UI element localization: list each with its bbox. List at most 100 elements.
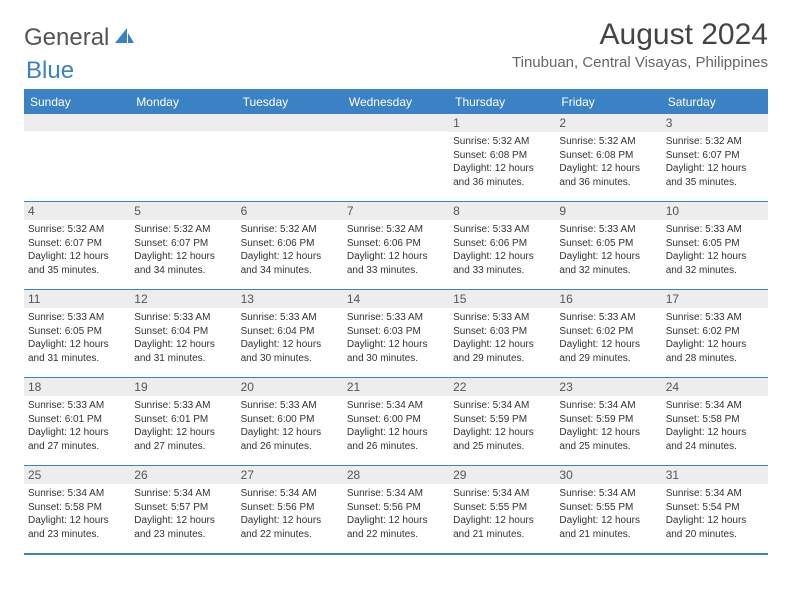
calendar-cell: 9Sunrise: 5:33 AMSunset: 6:05 PMDaylight… <box>555 202 661 290</box>
calendar-cell: 28Sunrise: 5:34 AMSunset: 5:56 PMDayligh… <box>343 466 449 554</box>
day-content: Sunrise: 5:32 AMSunset: 6:07 PMDaylight:… <box>662 132 768 191</box>
day-number: 19 <box>130 378 236 396</box>
calendar-cell: 5Sunrise: 5:32 AMSunset: 6:07 PMDaylight… <box>130 202 236 290</box>
calendar-row: 25Sunrise: 5:34 AMSunset: 5:58 PMDayligh… <box>24 466 768 554</box>
calendar-cell <box>24 114 130 202</box>
weekday-wednesday: Wednesday <box>343 90 449 114</box>
calendar-cell: 15Sunrise: 5:33 AMSunset: 6:03 PMDayligh… <box>449 290 555 378</box>
day-content: Sunrise: 5:33 AMSunset: 6:04 PMDaylight:… <box>237 308 343 367</box>
calendar-row: 1Sunrise: 5:32 AMSunset: 6:08 PMDaylight… <box>24 114 768 202</box>
day-content: Sunrise: 5:33 AMSunset: 6:01 PMDaylight:… <box>24 396 130 455</box>
day-number: 18 <box>24 378 130 396</box>
calendar-cell: 13Sunrise: 5:33 AMSunset: 6:04 PMDayligh… <box>237 290 343 378</box>
day-content: Sunrise: 5:33 AMSunset: 6:05 PMDaylight:… <box>24 308 130 367</box>
weekday-header-row: Sunday Monday Tuesday Wednesday Thursday… <box>24 90 768 114</box>
day-number: 4 <box>24 202 130 220</box>
weekday-tuesday: Tuesday <box>237 90 343 114</box>
calendar-cell: 22Sunrise: 5:34 AMSunset: 5:59 PMDayligh… <box>449 378 555 466</box>
day-content: Sunrise: 5:32 AMSunset: 6:08 PMDaylight:… <box>449 132 555 191</box>
day-number: 15 <box>449 290 555 308</box>
weekday-monday: Monday <box>130 90 236 114</box>
day-content: Sunrise: 5:33 AMSunset: 6:02 PMDaylight:… <box>555 308 661 367</box>
day-number-empty <box>130 114 236 131</box>
day-number: 31 <box>662 466 768 484</box>
day-number: 9 <box>555 202 661 220</box>
weekday-sunday: Sunday <box>24 90 130 114</box>
calendar-cell: 8Sunrise: 5:33 AMSunset: 6:06 PMDaylight… <box>449 202 555 290</box>
day-number: 23 <box>555 378 661 396</box>
calendar-cell: 14Sunrise: 5:33 AMSunset: 6:03 PMDayligh… <box>343 290 449 378</box>
weekday-saturday: Saturday <box>662 90 768 114</box>
day-content: Sunrise: 5:33 AMSunset: 6:03 PMDaylight:… <box>343 308 449 367</box>
calendar-row: 11Sunrise: 5:33 AMSunset: 6:05 PMDayligh… <box>24 290 768 378</box>
logo-text-general: General <box>24 24 109 52</box>
calendar-cell: 20Sunrise: 5:33 AMSunset: 6:00 PMDayligh… <box>237 378 343 466</box>
day-content: Sunrise: 5:33 AMSunset: 6:00 PMDaylight:… <box>237 396 343 455</box>
day-number: 13 <box>237 290 343 308</box>
day-number: 22 <box>449 378 555 396</box>
day-content: Sunrise: 5:34 AMSunset: 5:54 PMDaylight:… <box>662 484 768 543</box>
day-number: 7 <box>343 202 449 220</box>
day-number: 5 <box>130 202 236 220</box>
month-title: August 2024 <box>512 18 768 52</box>
logo: General <box>24 18 137 52</box>
calendar-cell: 10Sunrise: 5:33 AMSunset: 6:05 PMDayligh… <box>662 202 768 290</box>
day-content: Sunrise: 5:34 AMSunset: 5:58 PMDaylight:… <box>662 396 768 455</box>
calendar-cell: 31Sunrise: 5:34 AMSunset: 5:54 PMDayligh… <box>662 466 768 554</box>
calendar-cell: 2Sunrise: 5:32 AMSunset: 6:08 PMDaylight… <box>555 114 661 202</box>
day-content: Sunrise: 5:34 AMSunset: 5:57 PMDaylight:… <box>130 484 236 543</box>
day-number: 29 <box>449 466 555 484</box>
calendar-cell: 17Sunrise: 5:33 AMSunset: 6:02 PMDayligh… <box>662 290 768 378</box>
day-content: Sunrise: 5:33 AMSunset: 6:01 PMDaylight:… <box>130 396 236 455</box>
day-number: 17 <box>662 290 768 308</box>
day-number: 12 <box>130 290 236 308</box>
calendar-cell: 26Sunrise: 5:34 AMSunset: 5:57 PMDayligh… <box>130 466 236 554</box>
day-number: 2 <box>555 114 661 132</box>
day-number-empty <box>237 114 343 131</box>
day-content: Sunrise: 5:33 AMSunset: 6:02 PMDaylight:… <box>662 308 768 367</box>
day-content: Sunrise: 5:34 AMSunset: 5:56 PMDaylight:… <box>237 484 343 543</box>
day-content: Sunrise: 5:33 AMSunset: 6:04 PMDaylight:… <box>130 308 236 367</box>
day-number: 8 <box>449 202 555 220</box>
calendar-body: 1Sunrise: 5:32 AMSunset: 6:08 PMDaylight… <box>24 114 768 554</box>
logo-sail-icon <box>113 25 135 52</box>
day-content: Sunrise: 5:34 AMSunset: 6:00 PMDaylight:… <box>343 396 449 455</box>
day-content: Sunrise: 5:34 AMSunset: 5:55 PMDaylight:… <box>555 484 661 543</box>
day-content: Sunrise: 5:33 AMSunset: 6:05 PMDaylight:… <box>555 220 661 279</box>
calendar-cell: 19Sunrise: 5:33 AMSunset: 6:01 PMDayligh… <box>130 378 236 466</box>
calendar-cell: 25Sunrise: 5:34 AMSunset: 5:58 PMDayligh… <box>24 466 130 554</box>
day-number: 24 <box>662 378 768 396</box>
day-content: Sunrise: 5:32 AMSunset: 6:07 PMDaylight:… <box>130 220 236 279</box>
calendar-cell: 18Sunrise: 5:33 AMSunset: 6:01 PMDayligh… <box>24 378 130 466</box>
day-number: 20 <box>237 378 343 396</box>
day-content: Sunrise: 5:34 AMSunset: 5:59 PMDaylight:… <box>555 396 661 455</box>
calendar-cell <box>343 114 449 202</box>
calendar-cell: 12Sunrise: 5:33 AMSunset: 6:04 PMDayligh… <box>130 290 236 378</box>
day-number: 1 <box>449 114 555 132</box>
day-content: Sunrise: 5:34 AMSunset: 5:55 PMDaylight:… <box>449 484 555 543</box>
calendar-cell: 1Sunrise: 5:32 AMSunset: 6:08 PMDaylight… <box>449 114 555 202</box>
calendar-row: 4Sunrise: 5:32 AMSunset: 6:07 PMDaylight… <box>24 202 768 290</box>
weekday-friday: Friday <box>555 90 661 114</box>
day-number-empty <box>343 114 449 131</box>
calendar-cell: 29Sunrise: 5:34 AMSunset: 5:55 PMDayligh… <box>449 466 555 554</box>
day-number: 10 <box>662 202 768 220</box>
day-content: Sunrise: 5:33 AMSunset: 6:05 PMDaylight:… <box>662 220 768 279</box>
calendar-cell: 7Sunrise: 5:32 AMSunset: 6:06 PMDaylight… <box>343 202 449 290</box>
day-content: Sunrise: 5:32 AMSunset: 6:07 PMDaylight:… <box>24 220 130 279</box>
logo-text-blue: Blue <box>26 57 770 85</box>
day-content: Sunrise: 5:33 AMSunset: 6:03 PMDaylight:… <box>449 308 555 367</box>
calendar-cell: 4Sunrise: 5:32 AMSunset: 6:07 PMDaylight… <box>24 202 130 290</box>
calendar-cell: 27Sunrise: 5:34 AMSunset: 5:56 PMDayligh… <box>237 466 343 554</box>
day-content: Sunrise: 5:33 AMSunset: 6:06 PMDaylight:… <box>449 220 555 279</box>
calendar-cell: 11Sunrise: 5:33 AMSunset: 6:05 PMDayligh… <box>24 290 130 378</box>
day-number: 26 <box>130 466 236 484</box>
calendar-cell: 6Sunrise: 5:32 AMSunset: 6:06 PMDaylight… <box>237 202 343 290</box>
day-number: 16 <box>555 290 661 308</box>
day-content: Sunrise: 5:32 AMSunset: 6:08 PMDaylight:… <box>555 132 661 191</box>
day-number-empty <box>24 114 130 131</box>
day-content: Sunrise: 5:32 AMSunset: 6:06 PMDaylight:… <box>237 220 343 279</box>
day-number: 30 <box>555 466 661 484</box>
calendar-row: 18Sunrise: 5:33 AMSunset: 6:01 PMDayligh… <box>24 378 768 466</box>
day-number: 27 <box>237 466 343 484</box>
